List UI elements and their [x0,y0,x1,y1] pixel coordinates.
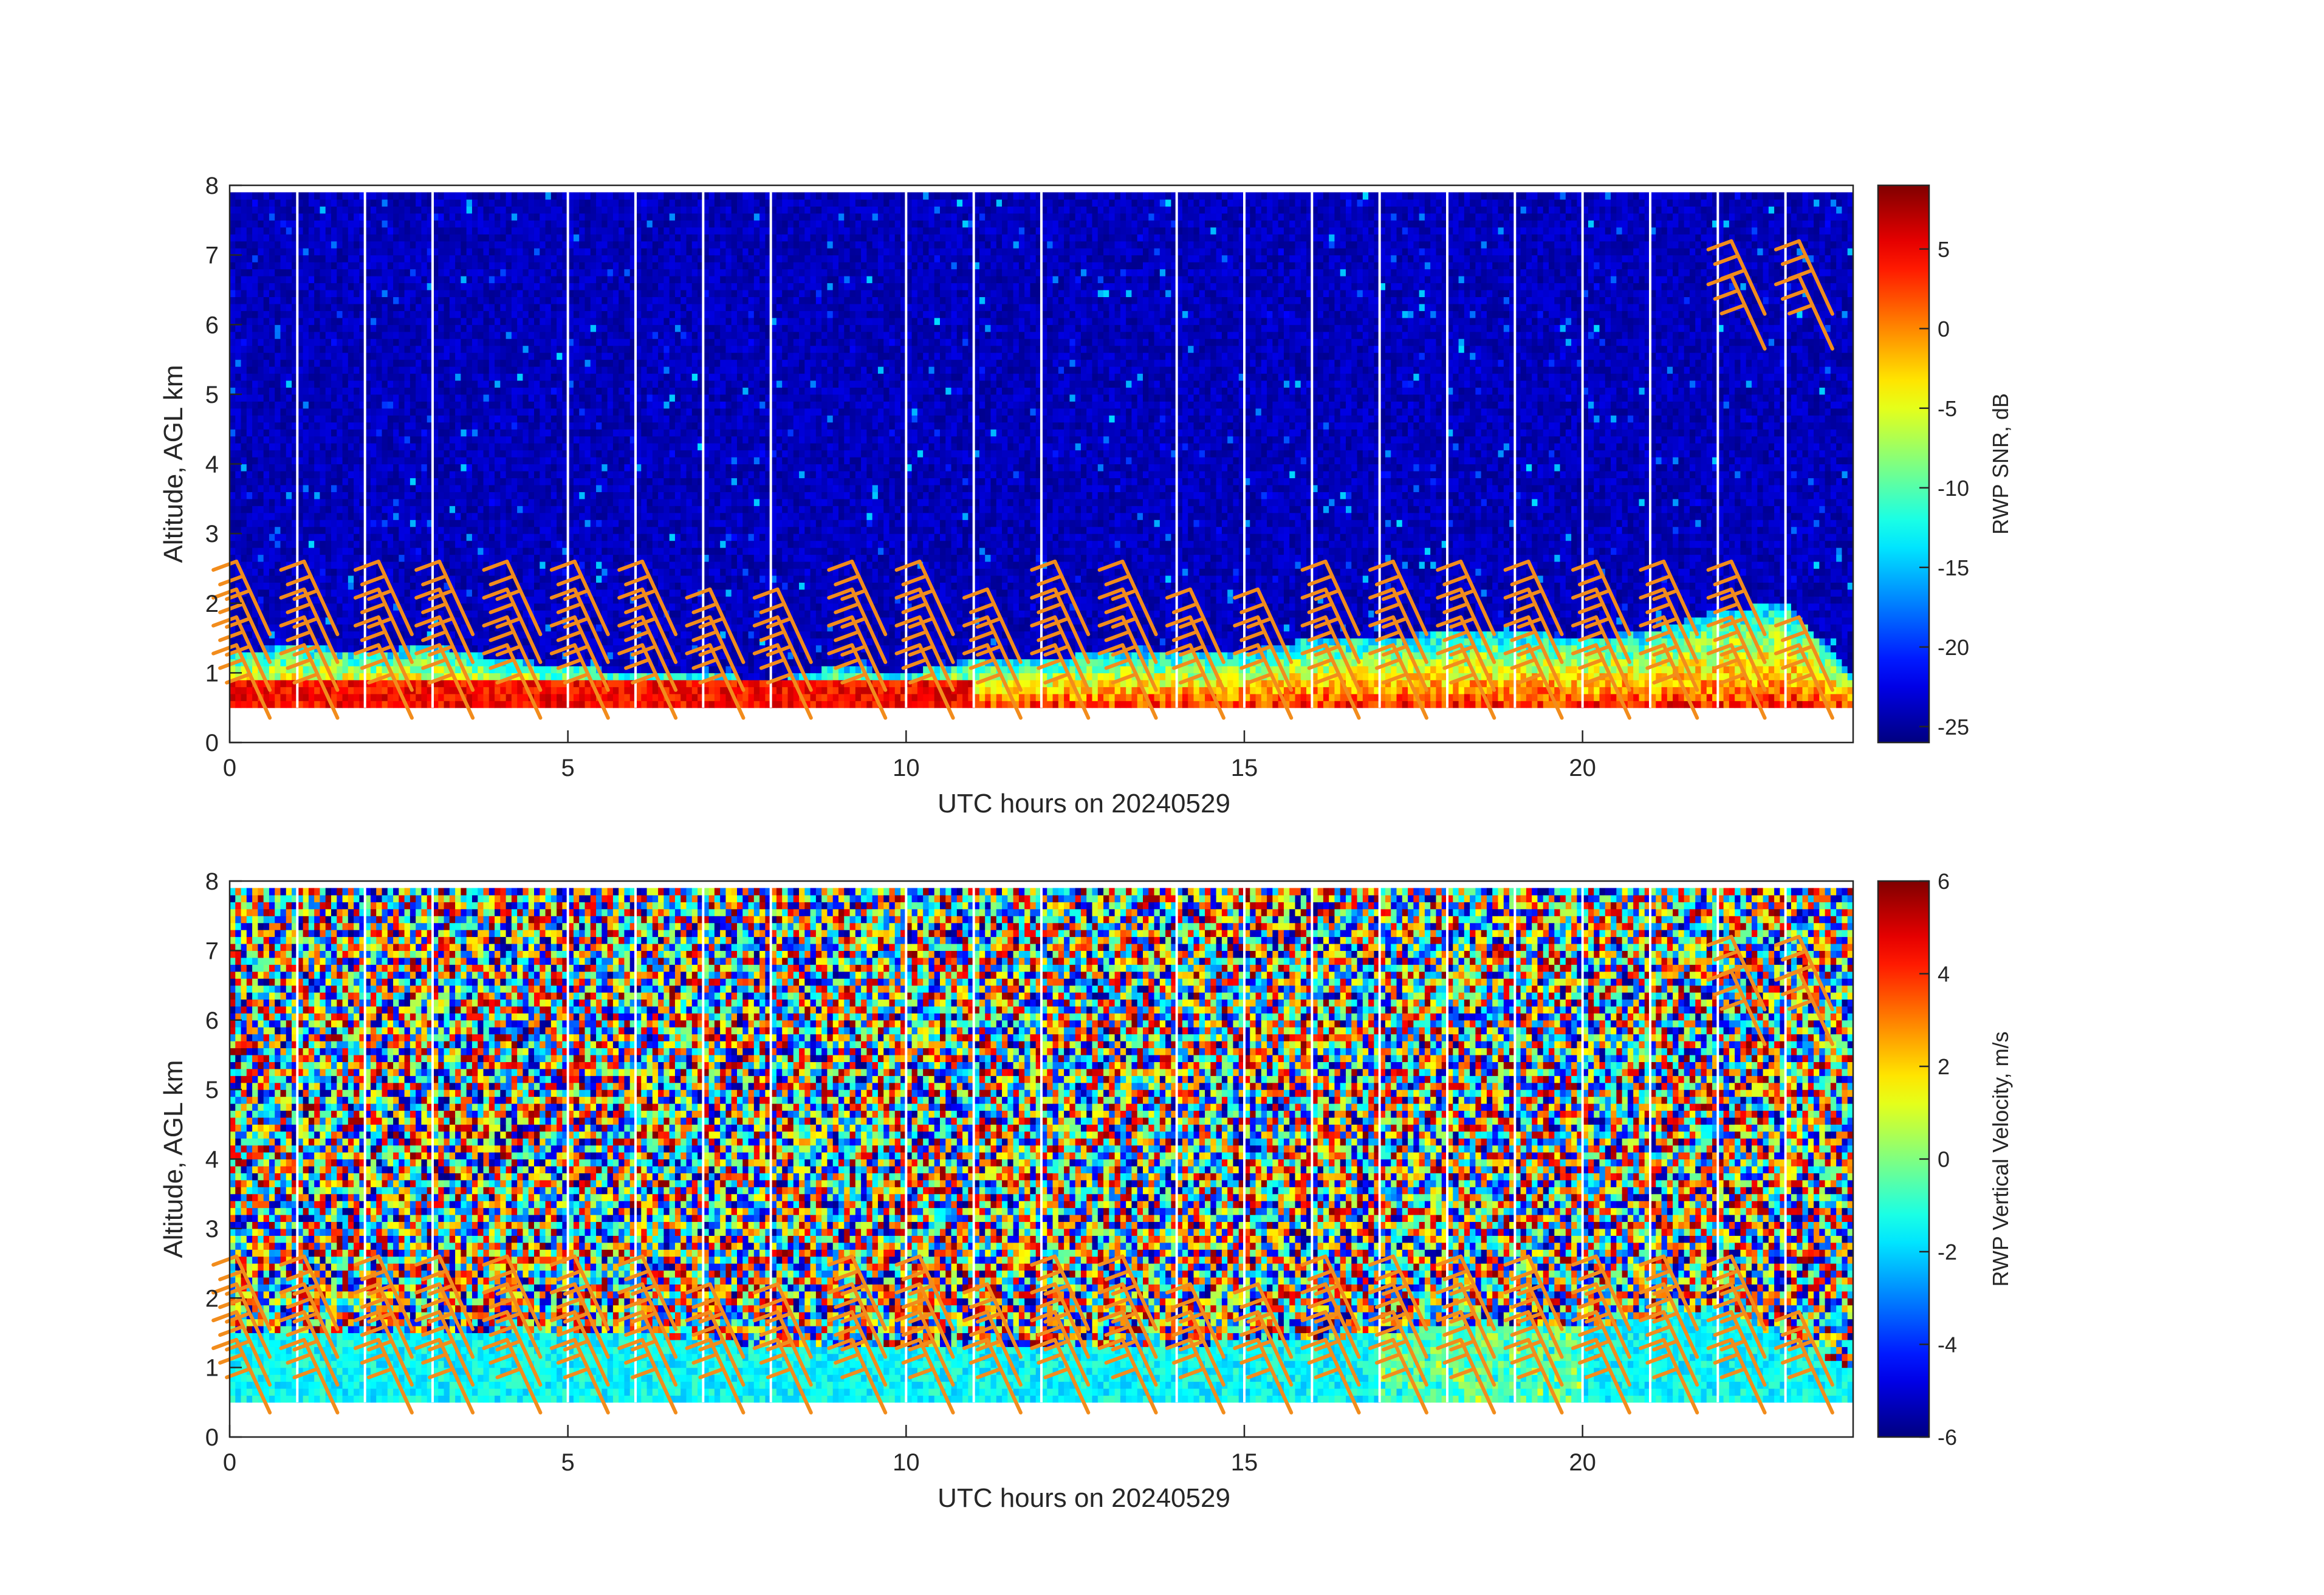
y-tick-label: 5 [205,1077,219,1103]
y-tick-label: 2 [205,591,219,617]
y-axis-label: Altitude, AGL km [159,1060,188,1258]
colorbar-tick-label: 0 [1938,317,1950,341]
colorbar-label: RWP SNR, dB [1988,393,2013,535]
colorbar-tick-label: -20 [1938,635,1969,660]
y-tick-label: 3 [205,521,219,547]
colorbar-tick-label: 2 [1938,1054,1950,1079]
x-tick-label: 10 [893,1449,920,1476]
y-tick-label: 6 [205,1007,219,1034]
colorbar-label: RWP Vertical Velocity, m/s [1988,1031,2013,1286]
colorbar-tick-label: -6 [1938,1425,1957,1450]
y-tick-label: 7 [205,938,219,964]
y-tick-label: 4 [205,451,219,478]
y-tick-label: 1 [205,660,219,687]
x-tick-label: 0 [223,1449,236,1476]
x-axis-label: UTC hours on 20240529 [937,789,1230,818]
x-tick-label: 15 [1231,1449,1258,1476]
colorbar-tick-label: 0 [1938,1147,1950,1172]
panel-1: 0 5 10 15 20 0 1 2 3 4 5 6 7 8 UTC hours on 20240529 Al… [159,173,2013,818]
colorbar: 5 0 -5 -10 -15 -20 -25 RWP SNR, dB [1878,185,2013,743]
y-tick-label: 4 [205,1147,219,1173]
y-tick-label: 7 [205,242,219,269]
y-tick-label: 2 [205,1285,219,1312]
y-tick-label: 8 [205,173,219,199]
colorbar: 6 4 2 0 -2 -4 -6 RWP Vertical Velocity, m/s [1878,869,2013,1450]
colorbar-tick-label: 6 [1938,869,1950,894]
colorbar-tick-label: -10 [1938,476,1969,501]
colorbar-tick-label: -5 [1938,396,1957,421]
y-tick-label: 8 [205,868,219,895]
y-tick-label: 0 [205,1424,219,1451]
colorbar-tick-label: 5 [1938,237,1950,262]
x-tick-label: 20 [1569,755,1596,781]
colorbar-tick-label: 4 [1938,962,1950,987]
colorbar-gradient [1878,185,1929,743]
y-tick-label: 3 [205,1216,219,1243]
x-tick-label: 5 [561,755,575,781]
colorbar-tick-label: -25 [1938,715,1969,739]
y-tick-label: 1 [205,1355,219,1382]
colorbar-tick-label: -2 [1938,1240,1957,1264]
x-tick-label: 0 [223,755,236,781]
y-tick-label: 6 [205,312,219,338]
x-tick-label: 15 [1231,755,1258,781]
x-tick-label: 20 [1569,1449,1596,1476]
colorbar-tick-label: -15 [1938,555,1969,580]
x-axis-label: UTC hours on 20240529 [937,1483,1230,1513]
y-tick-label: 0 [205,730,219,756]
y-axis-label: Altitude, AGL km [159,365,188,563]
y-tick-label: 5 [205,382,219,408]
x-tick-label: 5 [561,1449,575,1476]
x-tick-label: 10 [893,755,920,781]
colorbar-tick-label: -4 [1938,1333,1957,1357]
